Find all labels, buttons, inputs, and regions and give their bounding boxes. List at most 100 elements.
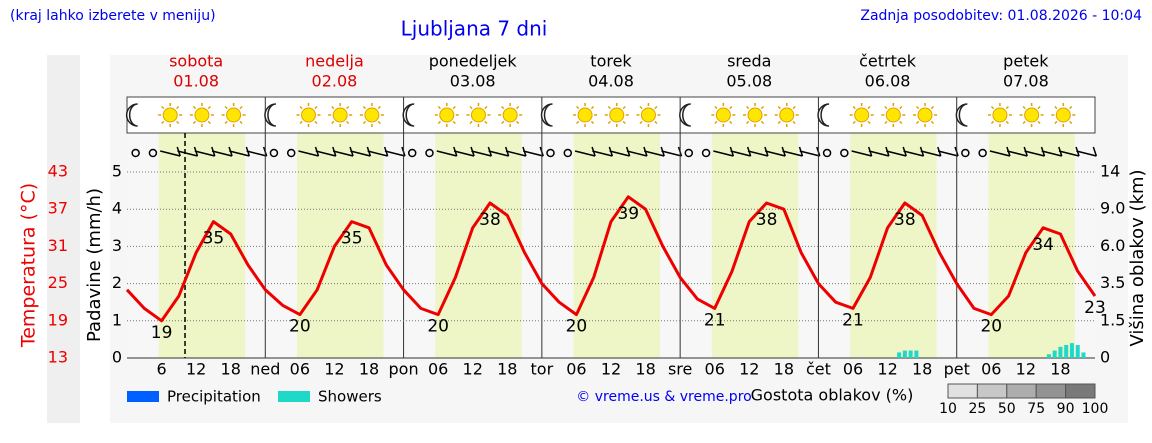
precip-bar bbox=[902, 350, 907, 358]
sun-icon bbox=[885, 107, 901, 123]
cloud-tick-label: 6.0 bbox=[1100, 236, 1125, 255]
sun-ray bbox=[377, 105, 381, 110]
temp-tick-label: 43 bbox=[48, 162, 68, 181]
moon-icon bbox=[540, 103, 553, 127]
sun-ray bbox=[654, 120, 658, 125]
sun-ray bbox=[377, 120, 381, 125]
sun-ray bbox=[501, 120, 505, 125]
sun-ray bbox=[746, 120, 750, 125]
wind-calm bbox=[286, 148, 296, 158]
temp-tick-label: 13 bbox=[48, 348, 68, 367]
sun-ray bbox=[607, 105, 611, 110]
sun-ray bbox=[760, 120, 765, 125]
sun-ray bbox=[1069, 120, 1073, 125]
day-date: 03.08 bbox=[450, 72, 496, 91]
x-tick-label: 12 bbox=[324, 360, 344, 379]
sun-ray bbox=[714, 120, 718, 125]
density-swatch bbox=[1035, 383, 1067, 399]
x-tick-label: 06 bbox=[290, 360, 310, 379]
x-tick-label: 12 bbox=[463, 360, 483, 379]
sun-ray bbox=[899, 105, 903, 110]
sun-ray bbox=[331, 105, 335, 110]
temp-extreme-label: 23 bbox=[1084, 298, 1106, 318]
sun-ray bbox=[590, 120, 595, 125]
cloud-tick-label: 14 bbox=[1100, 162, 1120, 181]
density-title: Gostota oblakov (%) bbox=[751, 386, 914, 405]
cloud-tick-label: 1.5 bbox=[1100, 310, 1125, 329]
density-swatch bbox=[1065, 383, 1096, 399]
sun-ray bbox=[469, 105, 473, 110]
sun-ray bbox=[607, 120, 611, 125]
density-label: 75 bbox=[1027, 401, 1045, 417]
legend-swatch bbox=[127, 391, 159, 402]
cloud-tick-label: 0 bbox=[1100, 348, 1110, 367]
temp-extreme-label: 39 bbox=[617, 204, 639, 224]
wind-calm bbox=[148, 148, 158, 158]
temp-extreme-label: 34 bbox=[1032, 235, 1054, 255]
title: Ljubljana 7 dni bbox=[401, 17, 548, 41]
x-tick-label: 06 bbox=[566, 360, 586, 379]
sun-icon bbox=[854, 107, 870, 123]
x-tick-label: čet bbox=[806, 360, 831, 379]
sun-ray bbox=[362, 105, 367, 110]
sun-ray bbox=[622, 105, 626, 110]
x-tick-label: 12 bbox=[1016, 360, 1036, 379]
sun-ray bbox=[622, 120, 626, 125]
wind-calm bbox=[546, 148, 555, 158]
density-swatch bbox=[947, 383, 978, 399]
sun-icon bbox=[715, 107, 731, 123]
precip-bar bbox=[1081, 352, 1086, 358]
x-tick-label: 06 bbox=[428, 360, 448, 379]
sun-icon bbox=[609, 107, 625, 123]
temp-extreme-label: 38 bbox=[756, 210, 778, 230]
sun-icon bbox=[439, 107, 455, 123]
sun-ray bbox=[930, 105, 935, 110]
precip-bar bbox=[1046, 354, 1051, 358]
sun-ray bbox=[239, 120, 243, 125]
density-label: 25 bbox=[968, 401, 986, 417]
x-tick-label: 12 bbox=[601, 360, 621, 379]
sun-ray bbox=[576, 105, 580, 110]
cloud-axis-title: Višina oblakov (km) bbox=[1127, 169, 1148, 346]
sun-ray bbox=[161, 120, 165, 125]
x-tick-label: pon bbox=[389, 360, 419, 379]
wind-calm bbox=[978, 148, 987, 158]
sun-ray bbox=[990, 120, 995, 125]
daylight-band bbox=[711, 97, 799, 358]
sun-ray bbox=[207, 120, 211, 125]
daylight-band bbox=[158, 97, 246, 358]
x-tick-label: 18 bbox=[497, 360, 517, 379]
sun-ray bbox=[867, 120, 871, 125]
temp-tick-label: 19 bbox=[48, 310, 68, 329]
sun-ray bbox=[760, 105, 765, 110]
x-tick-label: tor bbox=[531, 360, 554, 379]
wind-calm bbox=[684, 148, 694, 158]
sun-ray bbox=[314, 105, 318, 110]
temperature-line bbox=[125, 195, 1097, 323]
sun-ray bbox=[192, 120, 197, 125]
sun-ray bbox=[346, 105, 350, 110]
sun-ray bbox=[729, 120, 733, 125]
moon-icon bbox=[402, 103, 415, 127]
sun-ray bbox=[899, 120, 903, 125]
day-name: ponedeljek bbox=[429, 52, 518, 71]
wind-calm bbox=[131, 148, 140, 158]
sun-ray bbox=[437, 105, 441, 110]
sun-ray bbox=[1005, 120, 1009, 125]
wind-calm bbox=[425, 148, 434, 158]
x-tick-label: 18 bbox=[912, 360, 932, 379]
sun-ray bbox=[239, 105, 243, 110]
x-tick-label: pet bbox=[944, 360, 970, 379]
moon-icon bbox=[817, 103, 830, 127]
temp-extreme-label: 21 bbox=[704, 310, 726, 330]
density-swatch bbox=[976, 383, 1008, 399]
sun-ray bbox=[176, 105, 180, 110]
x-tick-label: 12 bbox=[877, 360, 897, 379]
sun-icon bbox=[640, 107, 656, 123]
precip-bar bbox=[1052, 350, 1057, 358]
sun-ray bbox=[484, 105, 488, 110]
wind-calm bbox=[822, 148, 832, 158]
sun-ray bbox=[1054, 120, 1058, 125]
sun-icon bbox=[577, 107, 593, 123]
